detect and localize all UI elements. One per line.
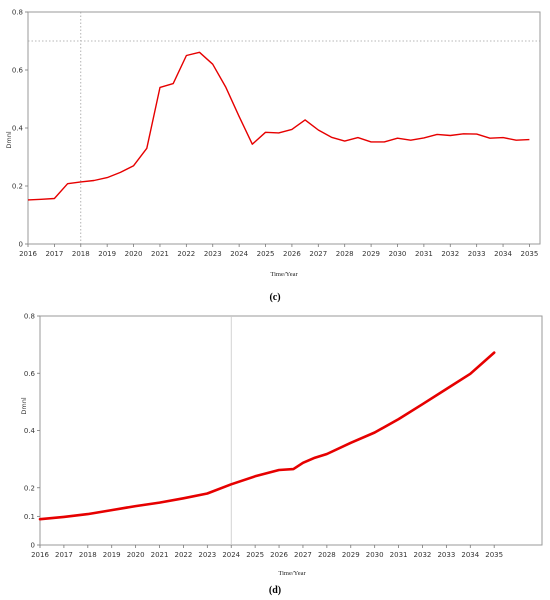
x-tick-label: 2032 — [441, 250, 459, 258]
x-tick-label: 2031 — [390, 551, 408, 559]
x-tick-label: 2026 — [283, 250, 301, 258]
y-tick-label: 0.4 — [24, 427, 36, 435]
x-tick-label: 2021 — [151, 551, 169, 559]
x-tick-label: 2032 — [414, 551, 432, 559]
plot-area-c — [27, 11, 541, 245]
y-tick-label: 0.6 — [24, 370, 36, 378]
y-tick-label: 0.1 — [24, 513, 35, 521]
x-tick-label: 2016 — [19, 250, 37, 258]
x-tick-label: 2018 — [72, 250, 90, 258]
panel-d: 2016 2017 2018 2019 2020 2021 2022 2023 2024 2025… — [20, 313, 543, 596]
ticks-c: 2016 2017 2018 2019 2020 2021 2022 2023 2024 2025… — [12, 9, 538, 259]
series-line-d — [38, 351, 496, 521]
x-tick-label: 2027 — [309, 250, 327, 258]
x-tick-label: 2019 — [98, 250, 116, 258]
caption-c: (c) — [269, 292, 280, 303]
x-tick-label: 2017 — [55, 551, 73, 559]
x-tick-label: 2022 — [177, 250, 195, 258]
x-tick-label: 2021 — [151, 250, 169, 258]
x-tick-label: 2028 — [336, 250, 354, 258]
x-tick-label: 2034 — [461, 551, 479, 559]
panel-c: 2016 2017 2018 2019 2020 2021 2022 2023 2024 2025… — [5, 9, 541, 303]
y-tick-label: 0 — [31, 542, 35, 550]
y-tick-label: 0.2 — [24, 484, 35, 492]
x-tick-label: 2016 — [31, 551, 49, 559]
x-tick-label: 2030 — [389, 250, 407, 258]
x-tick-label: 2031 — [415, 250, 433, 258]
x-tick-label: 2033 — [468, 250, 486, 258]
y-tick-label: 0.8 — [12, 9, 23, 17]
y-axis-label-d: Dmnl — [20, 397, 28, 414]
y-tick-label: 0.8 — [24, 313, 35, 321]
x-tick-label: 2023 — [204, 250, 222, 258]
y-tick-label: 0.2 — [12, 183, 23, 191]
x-tick-label: 2027 — [294, 551, 312, 559]
series-line-c — [27, 51, 530, 201]
y-axis-label-c: Dmnl — [5, 131, 13, 148]
y-tick-label: 0.4 — [12, 125, 24, 133]
x-tick-label: 2017 — [45, 250, 63, 258]
x-tick-label: 2023 — [198, 551, 216, 559]
x-tick-label: 2025 — [246, 551, 264, 559]
x-tick-label: 2025 — [257, 250, 275, 258]
x-axis-label-c: Time/Year — [270, 271, 298, 278]
x-tick-label: 2020 — [127, 551, 145, 559]
reference-lines-c — [28, 12, 540, 244]
x-tick-label: 2024 — [230, 250, 248, 258]
x-tick-label: 2024 — [222, 551, 240, 559]
x-tick-label: 2030 — [366, 551, 384, 559]
x-tick-label: 2035 — [485, 551, 503, 559]
x-tick-label: 2033 — [437, 551, 455, 559]
ticks-d: 2016 2017 2018 2019 2020 2021 2022 2023 2024 2025… — [24, 313, 503, 560]
y-tick-label: 0 — [19, 241, 23, 249]
x-tick-label: 2028 — [318, 551, 336, 559]
x-tick-label: 2020 — [125, 250, 143, 258]
caption-d: (d) — [269, 585, 281, 596]
y-tick-label: 0.6 — [12, 67, 24, 75]
x-tick-label: 2019 — [103, 551, 121, 559]
x-tick-label: 2029 — [362, 250, 380, 258]
x-tick-label: 2018 — [79, 551, 97, 559]
x-tick-label: 2022 — [175, 551, 193, 559]
x-tick-label: 2034 — [494, 250, 512, 258]
x-axis-label-d: Time/Year — [278, 570, 306, 577]
x-tick-label: 2029 — [342, 551, 360, 559]
x-tick-label: 2026 — [270, 551, 288, 559]
x-tick-label: 2035 — [521, 250, 539, 258]
